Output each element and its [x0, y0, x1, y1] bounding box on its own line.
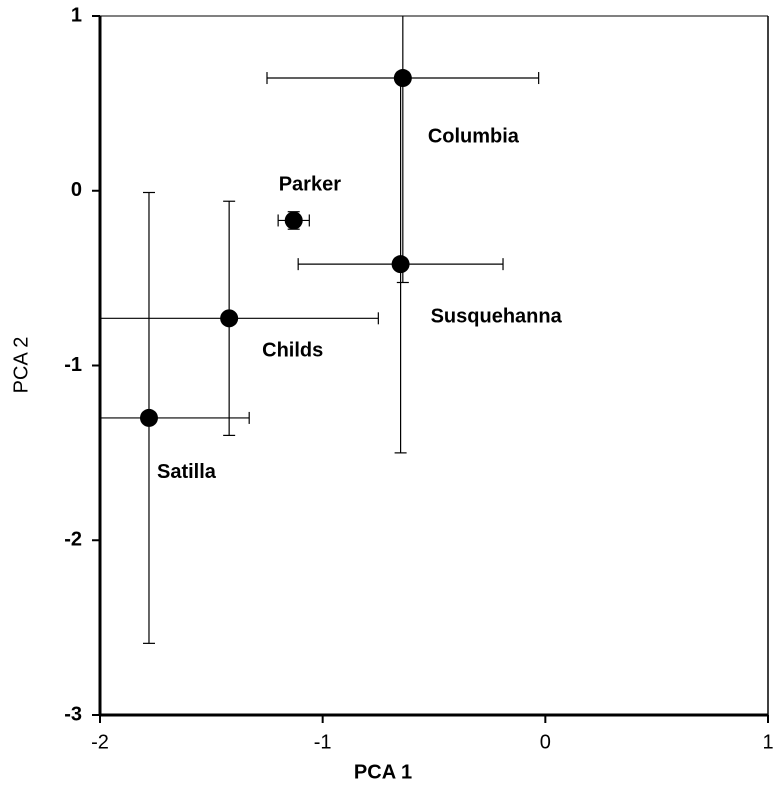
point-label: Satilla: [157, 461, 217, 483]
y-axis-label: PCA 2: [10, 337, 32, 394]
point-label: Parker: [279, 174, 341, 196]
x-axis-label: PCA 1: [354, 761, 412, 783]
point-label: Columbia: [428, 125, 520, 147]
x-tick-label: -2: [91, 731, 109, 753]
x-tick-label: -1: [314, 731, 332, 753]
y-tick-label: 0: [71, 179, 82, 201]
plot-area: [100, 16, 540, 644]
point: [391, 255, 410, 274]
point: [139, 408, 158, 427]
point-label: Childs: [262, 340, 323, 362]
y-tick-label: 1: [71, 4, 82, 26]
y-tick-label: -1: [64, 354, 82, 376]
x-tick-label: 1: [762, 731, 773, 753]
y-tick-label: -2: [64, 529, 82, 551]
y-tick-label: -3: [64, 703, 82, 725]
point: [393, 69, 412, 88]
point: [284, 211, 303, 230]
point: [220, 309, 239, 328]
x-tick-label: 0: [540, 731, 551, 753]
point-label: Susquehanna: [431, 305, 563, 327]
